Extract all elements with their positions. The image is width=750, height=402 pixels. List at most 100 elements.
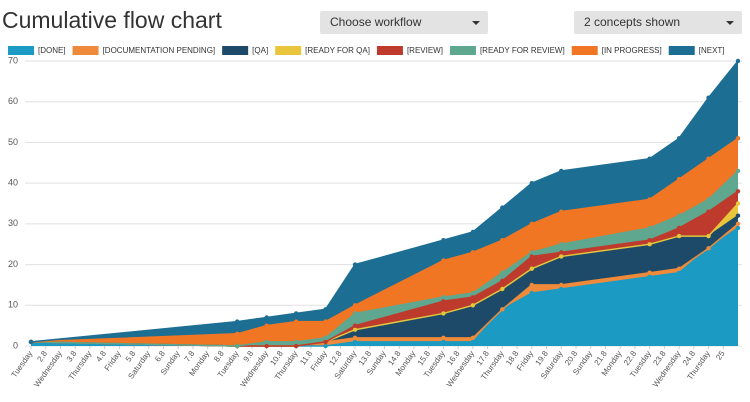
point (676, 233, 682, 239)
point (441, 237, 446, 243)
dropdown-caret[interactable] (472, 21, 480, 25)
legend-swatch (571, 46, 598, 55)
y-tick-label: 20 (8, 259, 18, 269)
point (441, 294, 446, 300)
point (28, 339, 34, 345)
point (529, 290, 534, 296)
point (235, 319, 240, 324)
dropdown-label[interactable]: Choose workflow (330, 15, 422, 29)
point (323, 335, 328, 341)
point (529, 282, 534, 288)
area (31, 227, 738, 346)
legend-label: [READY FOR REVIEW] (480, 46, 565, 55)
point (647, 156, 652, 161)
point (559, 250, 564, 255)
concepts-dropdown[interactable]: 2 concepts shown (574, 11, 742, 34)
point (735, 225, 741, 231)
point (735, 221, 741, 227)
point (706, 156, 711, 161)
y-tick-label: 60 (8, 96, 18, 106)
point (441, 258, 446, 263)
legend-item: [READY FOR REVIEW] (449, 46, 565, 55)
point (470, 303, 476, 308)
point (293, 343, 299, 349)
point (706, 209, 711, 214)
point (706, 233, 711, 239)
point (559, 286, 564, 292)
point (647, 225, 652, 231)
point (293, 319, 299, 324)
point (500, 278, 505, 284)
legend-swatch (222, 46, 249, 55)
point (470, 294, 476, 300)
legend-swatch (72, 46, 99, 55)
legend-item: [REVIEW] (376, 46, 443, 55)
workflow-dropdown[interactable]: Choose workflow (320, 11, 488, 34)
legend-item: [DOCUMENTATION PENDING] (72, 46, 216, 55)
point (500, 270, 505, 275)
legend-item: [READY FOR QA] (275, 46, 370, 55)
point (264, 343, 269, 349)
point (647, 197, 652, 202)
point (676, 176, 682, 182)
y-tick-label: 10 (8, 300, 18, 310)
point (293, 311, 299, 316)
point (559, 282, 564, 288)
y-tick-label: 30 (8, 218, 18, 228)
point (441, 339, 446, 345)
legend-item: [NEXT] (668, 46, 725, 55)
point (735, 58, 741, 64)
legend-item: [DONE] (8, 46, 66, 55)
legend-label: [READY FOR QA] (305, 46, 370, 55)
legend-swatch (275, 46, 302, 55)
point (735, 201, 741, 206)
area (31, 138, 738, 346)
x-tick-label: 25 (714, 349, 727, 362)
point (352, 262, 358, 267)
area (31, 170, 738, 346)
y-tick-label: 50 (8, 137, 18, 147)
point (470, 335, 476, 341)
point (647, 242, 652, 247)
point (352, 303, 358, 308)
point (235, 343, 240, 349)
legend-label: [NEXT] (699, 46, 725, 55)
point (500, 237, 505, 243)
point (470, 229, 476, 235)
point (352, 339, 358, 345)
dropdown-label[interactable]: 2 concepts shown (584, 15, 680, 29)
point (264, 323, 269, 328)
point (559, 209, 564, 214)
point (529, 250, 534, 255)
point (735, 189, 741, 194)
point (706, 197, 711, 202)
dropdown-box[interactable] (320, 11, 488, 34)
point (441, 311, 446, 316)
point (323, 307, 328, 312)
dropdown-caret[interactable] (726, 21, 734, 25)
point (500, 307, 505, 312)
point (470, 290, 476, 296)
point (559, 168, 564, 174)
point (323, 343, 328, 349)
y-tick-label: 0 (13, 340, 18, 350)
point (352, 327, 358, 332)
point (352, 323, 358, 328)
point (647, 274, 652, 279)
point (559, 254, 564, 259)
point (676, 136, 682, 141)
point (470, 339, 476, 345)
point (323, 339, 328, 345)
point (235, 331, 240, 336)
point (559, 242, 564, 247)
point (676, 266, 682, 271)
point (735, 213, 741, 218)
point (706, 246, 711, 251)
legend-label: [REVIEW] (407, 46, 443, 55)
legend-label: [DOCUMENTATION PENDING] (103, 46, 216, 55)
page-title: Cumulative flow chart (2, 7, 222, 33)
point (676, 213, 682, 218)
dropdown-box[interactable] (574, 11, 742, 34)
point (735, 168, 741, 174)
